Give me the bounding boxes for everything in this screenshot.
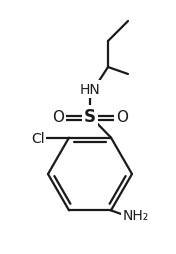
Text: HN: HN (80, 83, 100, 97)
Text: Cl: Cl (31, 131, 45, 145)
Text: O: O (116, 109, 128, 124)
Text: NH₂: NH₂ (123, 209, 149, 223)
Text: S: S (84, 108, 96, 125)
Text: O: O (52, 109, 64, 124)
